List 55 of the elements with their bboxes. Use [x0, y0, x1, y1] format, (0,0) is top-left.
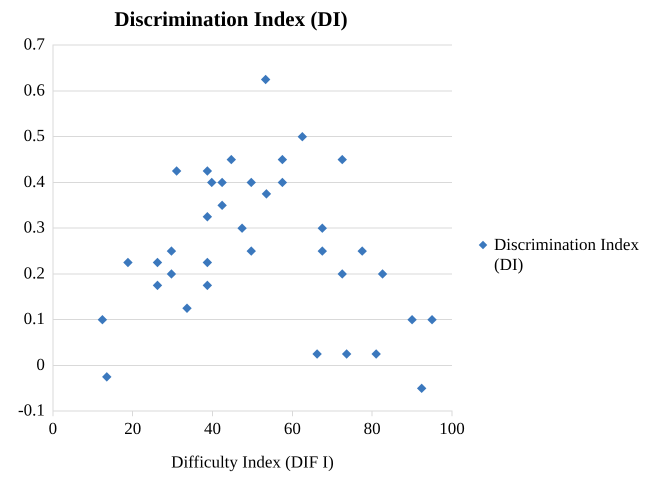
point: [202, 280, 212, 290]
point: [152, 280, 162, 290]
point: [261, 75, 270, 84]
point: [166, 269, 176, 278]
point: [207, 178, 216, 187]
point: [278, 155, 287, 164]
point: [338, 269, 347, 278]
y-tick-label: 0.3: [24, 218, 45, 237]
point: [226, 155, 236, 164]
point: [182, 304, 192, 313]
point: [172, 166, 182, 176]
point: [218, 200, 227, 210]
point: [342, 350, 352, 359]
point: [318, 246, 327, 256]
y-tick-label: 0.6: [24, 80, 45, 100]
point: [318, 224, 327, 233]
point: [378, 269, 388, 278]
point: [358, 246, 367, 256]
point: [408, 315, 417, 324]
legend-label: Discrimination Index (DI): [494, 235, 640, 275]
y-tick-label: 0.2: [24, 263, 45, 282]
x-tick-label: 40: [204, 418, 222, 438]
point: [372, 350, 381, 359]
point: [123, 258, 132, 268]
point: [98, 315, 107, 324]
y-tick-label: 0: [36, 354, 45, 374]
x-tick-label: 60: [284, 418, 301, 438]
y-tick-label: 0.7: [24, 34, 46, 54]
point: [202, 258, 212, 268]
point: [246, 178, 256, 187]
y-tick-label: 0.1: [24, 309, 45, 328]
y-tick-label: -0.1: [18, 400, 45, 420]
point: [202, 166, 212, 176]
x-tick-label: 80: [364, 418, 381, 438]
chart-title: Discrimination Index (DI): [114, 7, 348, 32]
point: [278, 178, 287, 187]
point: [298, 132, 307, 142]
point: [202, 212, 212, 222]
point: [246, 246, 256, 256]
x-tick-label: 0: [48, 418, 58, 438]
point: [166, 246, 176, 256]
point: [428, 315, 437, 324]
y-tick-label: 0.4: [24, 172, 46, 191]
x-tick-label: 100: [439, 418, 465, 438]
point: [218, 178, 227, 187]
point: [102, 372, 112, 382]
point: [152, 258, 162, 268]
point: [338, 155, 347, 164]
x-tick-label: 20: [124, 418, 142, 438]
point: [262, 189, 271, 198]
point: [238, 224, 247, 233]
x-axis-title: Difficulty Index (DIF I): [171, 452, 334, 472]
point: [417, 384, 426, 393]
y-tick-label: 0.5: [24, 126, 45, 146]
point: [312, 350, 322, 359]
